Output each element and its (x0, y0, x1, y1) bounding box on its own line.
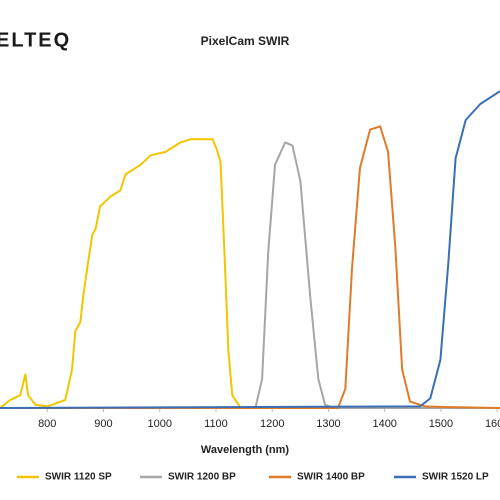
x-tick-label: 1100 (204, 418, 228, 430)
x-tick-label: 1300 (316, 418, 340, 430)
legend-label: SWIR 1120 SP (45, 472, 112, 483)
x-tick-label: 1000 (147, 418, 171, 430)
series-line (0, 125, 500, 409)
chart-title: PixelCam SWIR (201, 34, 290, 48)
x-axis-label: Wavelength (nm) (201, 444, 290, 456)
x-tick-label: 900 (94, 418, 112, 430)
legend-label: SWIR 1200 BP (168, 472, 236, 483)
logo: ELTEQ (0, 29, 71, 51)
x-tick-label: 1200 (260, 418, 284, 430)
series-line (0, 138, 500, 409)
x-tick-label: 800 (38, 418, 56, 430)
x-tick-label: 1600 (485, 418, 500, 430)
x-tick-label: 1500 (429, 418, 453, 430)
series-line (0, 90, 500, 409)
series-line (0, 141, 500, 409)
legend-label: SWIR 1400 BP (297, 472, 365, 483)
x-tick-label: 1400 (372, 418, 396, 430)
legend-label: SWIR 1520 LP (422, 472, 489, 483)
